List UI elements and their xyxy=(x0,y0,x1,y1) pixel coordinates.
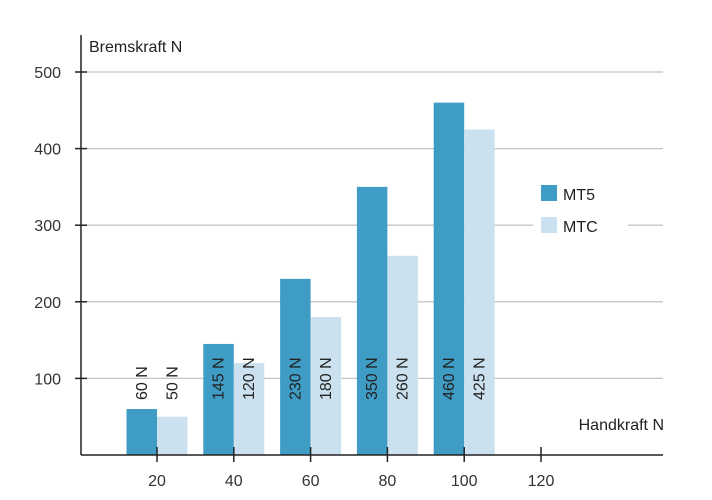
bar-value-label: 425 N xyxy=(471,357,488,400)
axes xyxy=(80,35,663,456)
bars xyxy=(126,102,495,455)
bar-mt5 xyxy=(280,278,311,455)
bar-value-label: 260 N xyxy=(395,357,412,400)
bar-mt5 xyxy=(433,102,465,455)
bar-mt5 xyxy=(356,186,388,455)
x-tick-label: 100 xyxy=(451,473,478,490)
bar-value-label: 120 N xyxy=(241,357,258,400)
legend: MT5 MTC xyxy=(533,178,628,240)
y-tick-label: 500 xyxy=(34,65,61,82)
x-tick-label: 80 xyxy=(379,473,397,490)
x-tick-label: 120 xyxy=(528,473,555,490)
x-axis-label: Handkraft N xyxy=(579,417,664,434)
bar-mtc xyxy=(464,129,495,455)
y-axis-label: Bremskraft N xyxy=(89,39,182,56)
legend-label: MTC xyxy=(563,219,598,236)
legend-label: MT5 xyxy=(563,187,595,204)
bar-labels: 60 N 145 N 230 N 350 N 460 N 50 N 120 N 180 N 26… xyxy=(134,357,489,400)
bar-value-label: 145 N xyxy=(211,357,228,400)
bar-mt5 xyxy=(203,343,234,455)
bar-value-label: 180 N xyxy=(318,357,335,400)
legend-swatch-mt5 xyxy=(541,185,557,201)
bar-value-label: 460 N xyxy=(441,357,458,400)
y-tick-label: 300 xyxy=(34,218,61,235)
bar-mtc xyxy=(310,317,342,455)
bar-mtc xyxy=(387,255,418,455)
x-tick-label: 20 xyxy=(148,473,166,490)
bar-mtc xyxy=(157,416,188,455)
legend-swatch-mtc xyxy=(541,217,557,233)
ticks: 100 200 300 400 500 20 40 60 80 100 120 xyxy=(34,65,554,490)
bar-value-label: 230 N xyxy=(287,357,304,400)
x-tick-label: 40 xyxy=(225,473,243,490)
x-tick-label: 60 xyxy=(302,473,320,490)
bar-mtc xyxy=(233,363,265,455)
y-tick-label: 200 xyxy=(34,295,61,312)
bar-mt5 xyxy=(126,409,157,455)
y-tick-label: 400 xyxy=(34,142,61,159)
bar-value-label: 60 N xyxy=(134,366,151,400)
bar-value-label: 350 N xyxy=(364,357,381,400)
y-tick-label: 100 xyxy=(34,371,61,388)
bar-value-label: 50 N xyxy=(164,366,181,400)
